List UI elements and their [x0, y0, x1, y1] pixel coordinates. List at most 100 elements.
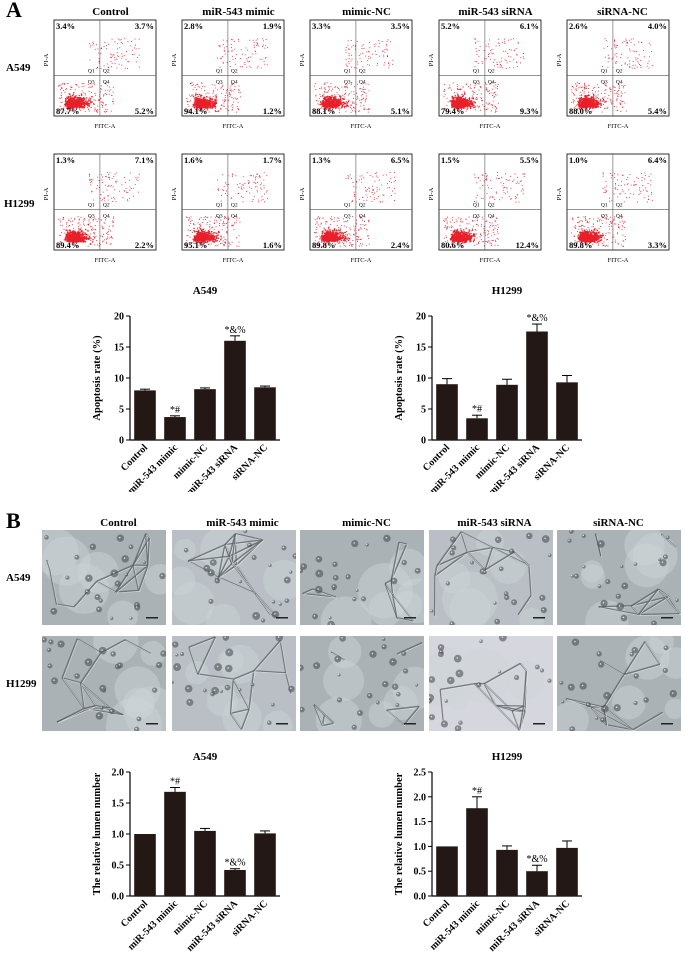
y-axis-label: PI-A: [299, 187, 306, 200]
y-axis-label: PI-A: [171, 187, 178, 200]
y-tick-label: 0: [119, 436, 124, 447]
y-axis-label: PI-A: [428, 53, 435, 66]
quadrant-percentage: 5.1%: [391, 106, 410, 116]
quadrant-percentage: 95.1%: [184, 240, 207, 250]
quadrant-label: Q1: [601, 69, 608, 75]
quadrant-label: Q1: [344, 69, 351, 75]
bar: [496, 384, 518, 440]
flow-plot: Q1 Q2 Q3 Q4 2.8% 1.9% 94.1% 1.2% FITC-A PI-A: [171, 19, 285, 130]
x-axis-label: FITC-A: [223, 123, 244, 130]
micro-row-label-a549: A549: [6, 572, 31, 584]
tube-formation-image: [300, 636, 424, 731]
quadrant-label: Q3: [88, 80, 95, 86]
bar: [496, 849, 518, 896]
flow-plot: Q1 Q2 Q3 Q4 5.2% 6.1% 79.4% 9.3% FITC-A PI-A: [428, 19, 542, 130]
lumen-chart-h1299: H1299 0.0 0.5 1.0 1.5 2.0 2.5 The relative lume…: [394, 751, 582, 953]
significance-label: *#: [472, 404, 482, 415]
quadrant-percentage: 80.6%: [441, 240, 464, 250]
bar: [254, 833, 276, 896]
y-axis-label: Apoptosis rate (%): [394, 335, 405, 421]
quadrant-percentage: 89.8%: [312, 240, 335, 250]
y-axis-label: The relative lumen number: [394, 772, 405, 895]
chart-title: H1299: [492, 751, 523, 763]
bar: [466, 808, 488, 896]
quadrant-percentage: 7.1%: [135, 155, 154, 165]
bar: [526, 871, 548, 896]
flow-plot: Q1 Q2 Q3 Q4 3.3% 3.5% 88.1% 5.1% FITC-A PI-A: [299, 19, 413, 130]
quadrant-percentage: 89.8%: [569, 240, 592, 250]
quadrant-label: Q1: [601, 203, 608, 209]
tube-formation-image: [42, 636, 166, 731]
chart-title: H1299: [492, 285, 523, 297]
quadrant-percentage: 3.4%: [56, 21, 75, 31]
y-tick-label: 1.0: [112, 830, 125, 841]
y-tick-label: 10: [416, 374, 426, 385]
y-tick-label: 0: [421, 436, 426, 447]
bar: [466, 418, 488, 440]
event-dots: [186, 38, 268, 113]
x-tick-label: miR-543 siRNA: [487, 898, 543, 953]
y-axis-label: PI-A: [556, 187, 563, 200]
quadrant-label: Q3: [344, 214, 351, 220]
quadrant-percentage: 3.7%: [135, 21, 154, 31]
y-tick-label: 2.5: [414, 768, 427, 779]
quadrant-label: Q2: [488, 69, 495, 75]
y-tick-label: 20: [416, 312, 426, 323]
quadrant-label: Q4: [616, 214, 623, 220]
y-tick-label: 1.5: [414, 817, 427, 828]
x-axis-label: FITC-A: [608, 257, 629, 264]
quadrant-label: Q2: [103, 203, 110, 209]
significance-label: *#: [170, 405, 180, 416]
quadrant-label: Q3: [473, 80, 480, 86]
bar: [164, 791, 186, 896]
event-dots: [314, 39, 394, 113]
quadrant-percentage: 1.3%: [56, 155, 75, 165]
y-axis-label: PI-A: [171, 53, 178, 66]
panel-letter-a: A: [6, 0, 22, 22]
quadrant-label: Q3: [601, 80, 608, 86]
quadrant-percentage: 89.4%: [56, 240, 79, 250]
x-axis-label: FITC-A: [480, 257, 501, 264]
quadrant-label: Q4: [231, 80, 238, 86]
event-dots: [443, 38, 525, 113]
quadrant-label: Q4: [359, 214, 366, 220]
bar: [556, 847, 578, 896]
significance-label: *&%: [224, 858, 245, 869]
quadrant-label: Q3: [473, 214, 480, 220]
tube-formation-image: [172, 636, 296, 731]
quadrant-label: Q3: [216, 80, 223, 86]
quadrant-percentage: 6.4%: [648, 155, 667, 165]
quadrant-percentage: 6.5%: [391, 155, 410, 165]
quadrant-percentage: 12.4%: [516, 240, 539, 250]
flow-col-header-sirna-nc: siRNA-NC: [597, 6, 648, 18]
quadrant-label: Q4: [488, 214, 495, 220]
tube-formation-image: [300, 530, 424, 625]
bar: [194, 830, 216, 896]
flow-plot: Q1 Q2 Q3 Q4 1.5% 5.5% 80.6% 12.4% FITC-A PI-A: [428, 153, 542, 264]
significance-label: *&%: [526, 313, 547, 324]
flow-plot: Q1 Q2 Q3 Q4 1.0% 6.4% 89.8% 3.3% FITC-A PI-A: [556, 153, 670, 264]
flow-row-label-h1299: H1299: [4, 198, 35, 210]
quadrant-label: Q4: [231, 214, 238, 220]
tube-formation-image: [557, 530, 681, 625]
quadrant-percentage: 1.5%: [441, 155, 460, 165]
event-dots: [571, 38, 653, 113]
flow-col-header-mimic: miR-543 mimic: [202, 6, 275, 18]
micro-col-header-control: Control: [100, 517, 137, 529]
bar: [526, 331, 548, 440]
quadrant-percentage: 94.1%: [184, 106, 207, 116]
y-tick-label: 20: [114, 312, 124, 323]
quadrant-percentage: 3.3%: [648, 240, 667, 250]
quadrant-percentage: 2.6%: [569, 21, 588, 31]
bar: [224, 869, 246, 896]
quadrant-percentage: 3.3%: [312, 21, 331, 31]
micro-col-header-mimic: miR-543 mimic: [206, 517, 279, 529]
event-dots: [314, 172, 396, 247]
quadrant-label: Q2: [231, 203, 238, 209]
bar: [556, 382, 578, 440]
quadrant-percentage: 1.0%: [569, 155, 588, 165]
quadrant-percentage: 88.0%: [569, 106, 592, 116]
quadrant-percentage: 5.4%: [648, 106, 667, 116]
chart-title: A549: [193, 751, 218, 763]
quadrant-label: Q3: [344, 80, 351, 86]
